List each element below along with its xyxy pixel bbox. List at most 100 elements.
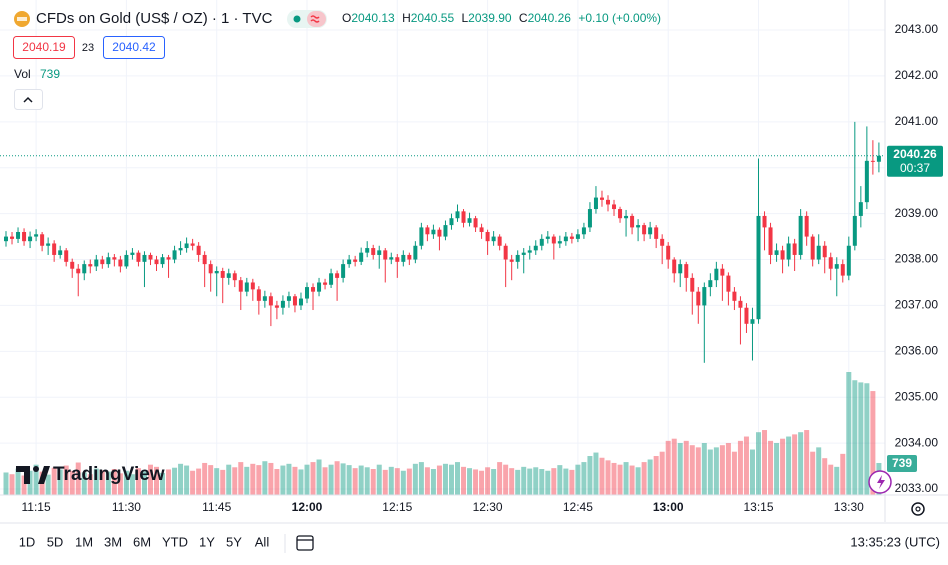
y-tick-label: 2039.00 xyxy=(895,206,939,220)
candle-body xyxy=(329,273,334,285)
ask-button[interactable] xyxy=(103,36,165,59)
volume-bar xyxy=(208,465,214,495)
volume-bar xyxy=(135,468,141,495)
candle-body xyxy=(70,261,75,269)
candle-body xyxy=(166,257,171,260)
volume-bar xyxy=(256,465,262,495)
volume-bar xyxy=(485,467,491,495)
candle-body xyxy=(238,280,243,292)
range-button[interactable]: All xyxy=(255,534,270,549)
volume-bar xyxy=(304,464,310,495)
range-button[interactable]: 6M xyxy=(133,534,151,549)
range-button[interactable]: YTD xyxy=(162,534,188,549)
change: +0.10 (+0.00%) xyxy=(578,11,661,25)
volume-bar xyxy=(244,466,250,495)
volume-bar xyxy=(707,449,713,495)
range-button[interactable]: 5D xyxy=(47,534,64,549)
volume-bar xyxy=(870,391,876,495)
bid-button[interactable] xyxy=(13,36,75,59)
candle-body xyxy=(353,259,358,262)
volume-bar xyxy=(172,467,178,495)
toolbar: 1D 5D 1M 3M 6M YTD 1Y 5Y All xyxy=(19,534,270,549)
volume-bar xyxy=(21,475,27,495)
volume-bar xyxy=(9,474,15,495)
candles xyxy=(0,121,885,363)
candle-body xyxy=(870,160,875,162)
candle-body xyxy=(154,259,159,265)
candle-body xyxy=(142,254,147,262)
range-button[interactable]: 5Y xyxy=(226,534,242,549)
candle-body xyxy=(232,273,237,281)
candle-body xyxy=(172,250,177,260)
candle-body xyxy=(16,231,21,239)
volume-bar xyxy=(123,470,129,495)
ohlc-label: L xyxy=(461,11,468,25)
market-open-dot xyxy=(293,15,301,23)
symbol-title[interactable]: CFDs on Gold (US$ / OZ) · 1 · TVC xyxy=(36,10,273,27)
volume-bar xyxy=(370,469,376,495)
candle-body xyxy=(395,257,400,262)
replay-icon xyxy=(877,475,885,489)
candle-body xyxy=(864,160,869,203)
date-range-button[interactable] xyxy=(296,535,314,551)
y-tick-label: 2035.00 xyxy=(895,389,939,403)
range-button[interactable]: 1M xyxy=(75,534,93,549)
volume-bar xyxy=(545,470,551,495)
volume-bar xyxy=(647,459,653,495)
candle-body xyxy=(563,236,568,242)
candle-body xyxy=(798,215,803,255)
range-button[interactable]: 1D xyxy=(19,534,36,549)
candle-body xyxy=(581,227,586,235)
candle-body xyxy=(762,215,767,228)
ohlc-value: 2039.90 xyxy=(468,11,512,25)
volume-bar xyxy=(515,469,521,495)
x-tick-label: 13:15 xyxy=(743,500,773,514)
candle-body xyxy=(407,254,412,260)
logo-mark-slash xyxy=(38,466,50,484)
volume-bar xyxy=(581,462,587,495)
volume-bar xyxy=(527,468,533,495)
volume-bar xyxy=(81,472,87,495)
candle-body xyxy=(220,271,225,278)
candle-body xyxy=(624,215,629,219)
last-price-label: 2040.26 xyxy=(893,147,937,161)
volume-bar xyxy=(846,372,852,495)
candle-body xyxy=(690,277,695,292)
candle-body xyxy=(190,243,195,246)
candle-body xyxy=(672,259,677,274)
candle-body xyxy=(130,252,135,255)
volume-bar xyxy=(623,462,629,495)
candle-body xyxy=(684,264,689,278)
candle-body xyxy=(696,291,701,306)
grid xyxy=(0,0,885,495)
range-button[interactable]: 3M xyxy=(104,534,122,549)
volume-bar xyxy=(376,464,382,495)
volume-bar xyxy=(99,470,105,495)
candle-body xyxy=(612,204,617,210)
volume-bar xyxy=(743,436,749,495)
candle-body xyxy=(46,243,51,246)
clock[interactable]: 13:35:23 (UTC) xyxy=(850,534,940,549)
volume-bar xyxy=(214,468,220,495)
volume-bar xyxy=(322,467,328,495)
candle-body xyxy=(738,300,743,308)
logo-text[interactable]: TradingView xyxy=(53,464,165,485)
candle-body xyxy=(551,236,556,244)
volume-bar xyxy=(178,463,184,495)
range-button[interactable]: 1Y xyxy=(199,534,215,549)
volume-bar xyxy=(340,463,346,495)
volume-bar xyxy=(147,464,153,495)
volume-bar xyxy=(418,462,424,495)
volume-bar xyxy=(334,461,340,495)
candle-body xyxy=(389,257,394,260)
axes: 2033.00 2034.00 2035.00 2036.00 2037.00 2038.… xyxy=(22,22,943,514)
volume-bar xyxy=(749,449,755,495)
candle-body xyxy=(298,298,303,306)
volume-bar xyxy=(509,468,515,495)
settings-button[interactable] xyxy=(911,502,925,516)
x-tick-label: 12:00 xyxy=(292,500,323,514)
candle-body xyxy=(28,236,33,242)
candle-body xyxy=(858,202,863,216)
candle-body xyxy=(479,227,484,232)
